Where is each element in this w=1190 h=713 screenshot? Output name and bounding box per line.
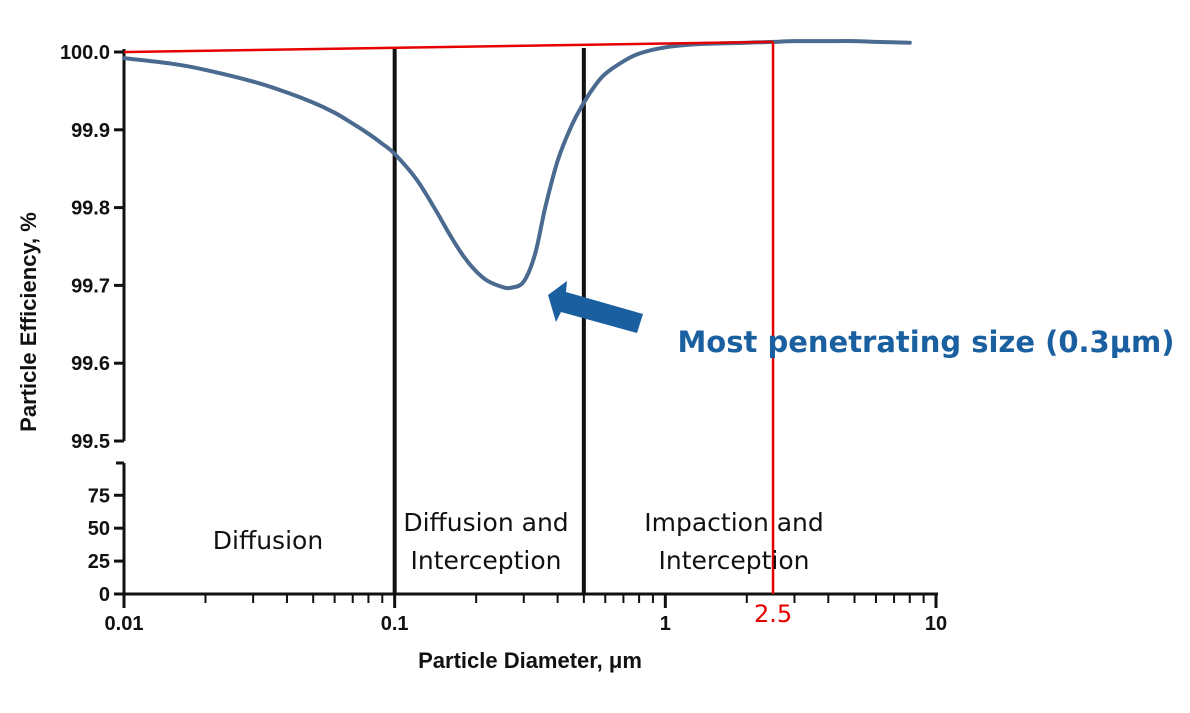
y-tick-label: 25 bbox=[88, 551, 110, 573]
region-label: Interception bbox=[658, 546, 809, 575]
y-tick-label: 75 bbox=[88, 485, 110, 507]
y-tick-label: 99.9 bbox=[71, 120, 110, 142]
region-label: Diffusion bbox=[213, 526, 323, 555]
y-axis-title: Particle Efficiency, % bbox=[16, 212, 41, 432]
x-tick-label: 0.1 bbox=[381, 613, 409, 635]
axes bbox=[114, 49, 938, 608]
reference-label: 2.5 bbox=[754, 600, 792, 628]
y-tick-label: 100.0 bbox=[60, 42, 110, 64]
labels-layer: 100.0 99.9 99.8 99.7 99.6 99.5 75 50 25 0 0.01 0.1 1… bbox=[16, 42, 1175, 673]
y-tick-label: 99.8 bbox=[71, 198, 110, 220]
region-label: Impaction and bbox=[644, 508, 824, 537]
series-line bbox=[122, 39, 912, 291]
region-label: Diffusion and bbox=[403, 508, 568, 537]
y-tick-label: 99.5 bbox=[71, 431, 110, 453]
reference-line bbox=[123, 40, 775, 594]
region-label: Interception bbox=[410, 546, 561, 575]
x-tick-label: 1 bbox=[660, 613, 671, 635]
x-axis-title: Particle Diameter, μm bbox=[418, 648, 642, 673]
x-tick-label: 0.01 bbox=[105, 613, 144, 635]
reference-horizontal-line bbox=[123, 40, 774, 54]
y-tick-label: 99.6 bbox=[71, 353, 110, 375]
y-tick-label: 50 bbox=[88, 518, 110, 540]
annotation-text: Most penetrating size (0.3μm) bbox=[677, 325, 1174, 359]
annotation-arrow-icon bbox=[548, 281, 643, 333]
y-tick-label: 0 bbox=[99, 584, 110, 606]
region-dividers bbox=[392, 48, 586, 594]
y-tick-label: 99.7 bbox=[71, 275, 110, 297]
series-layer bbox=[122, 39, 912, 291]
x-tick-label: 10 bbox=[925, 613, 947, 635]
